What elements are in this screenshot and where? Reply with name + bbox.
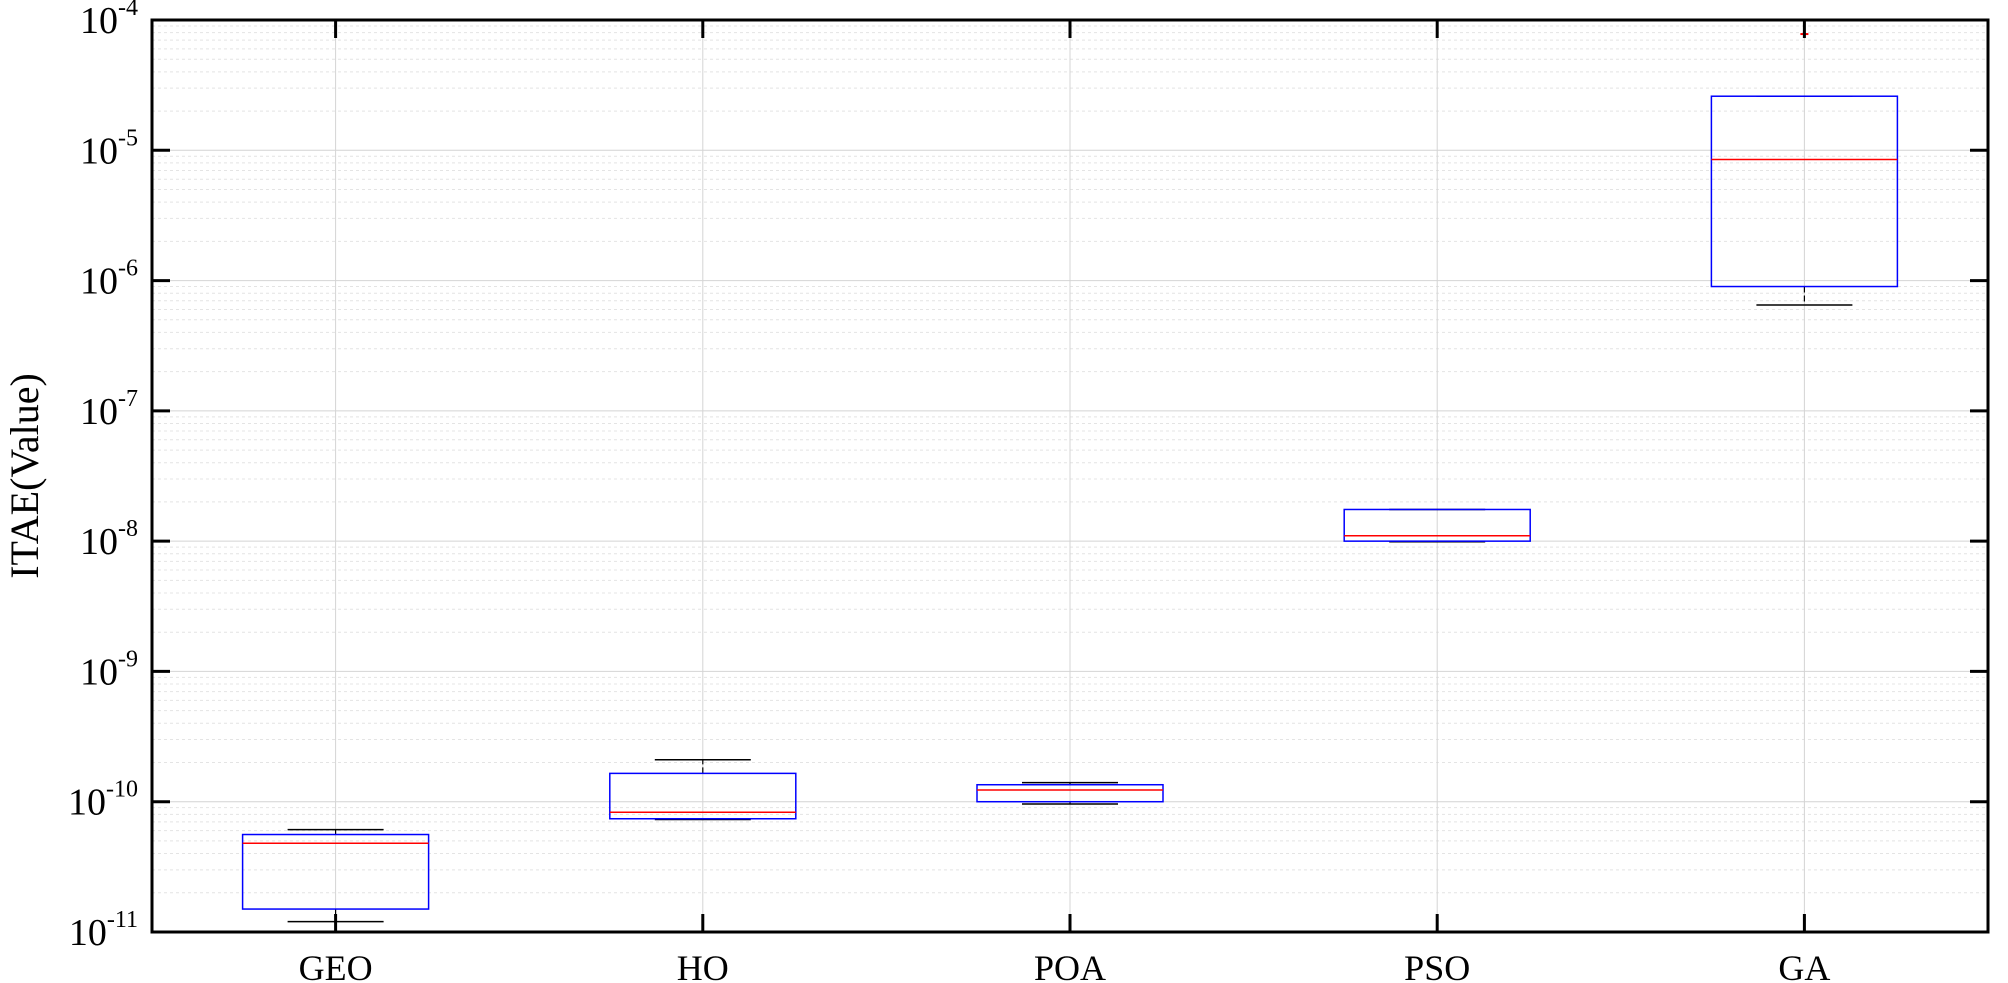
y-tick-label: 10-10 — [68, 777, 138, 824]
box-rect — [1710, 95, 1899, 288]
y-tick-base: 10 — [80, 391, 118, 433]
y-tick-base: 10 — [68, 782, 106, 824]
box-rect — [976, 783, 1164, 803]
x-category-label: GEO — [299, 948, 373, 983]
box-pso — [1343, 508, 1531, 543]
y-tick-label: 10-9 — [80, 646, 138, 693]
box-rect — [609, 772, 797, 820]
box-ho — [609, 758, 797, 821]
y-tick-base: 10 — [80, 130, 118, 172]
x-category-label: PSO — [1404, 948, 1470, 983]
y-tick-exponent: -7 — [118, 386, 138, 412]
y-tick-label: 10-8 — [80, 516, 138, 563]
tick-marks — [152, 18, 1988, 934]
y-tick-base: 10 — [80, 521, 118, 563]
y-tick-label: 10-4 — [80, 0, 138, 42]
box-ga — [1710, 30, 1899, 306]
y-tick-label: 10-6 — [80, 256, 138, 303]
y-tick-base: 10 — [80, 261, 118, 303]
y-tick-base: 10 — [80, 651, 118, 693]
x-category-label: HO — [677, 948, 729, 983]
y-tick-label: 10-11 — [69, 907, 138, 954]
x-category-label: POA — [1034, 948, 1106, 983]
y-tick-label: 10-7 — [80, 386, 138, 433]
x-category-label: GA — [1778, 948, 1830, 983]
y-tick-exponent: -11 — [107, 907, 138, 933]
y-tick-exponent: -9 — [118, 646, 138, 672]
y-tick-base: 10 — [69, 912, 107, 954]
y-tick-exponent: -10 — [106, 777, 138, 803]
y-tick-exponent: -5 — [118, 125, 138, 151]
y-tick-exponent: -4 — [118, 0, 138, 21]
box-poa — [976, 781, 1164, 805]
box-rect — [241, 833, 430, 910]
y-tick-exponent: -8 — [118, 516, 138, 542]
y-tick-exponent: -6 — [118, 256, 138, 282]
box-rect — [1343, 508, 1531, 542]
box-series — [241, 30, 1899, 923]
y-tick-base: 10 — [80, 0, 118, 42]
x-tick-labels: GEO HO POA PSO GA — [299, 948, 1831, 983]
y-axis-title: ITAE(Value) — [2, 373, 47, 579]
grid-lines — [152, 19, 1988, 933]
y-tick-label: 10-5 — [80, 125, 138, 172]
